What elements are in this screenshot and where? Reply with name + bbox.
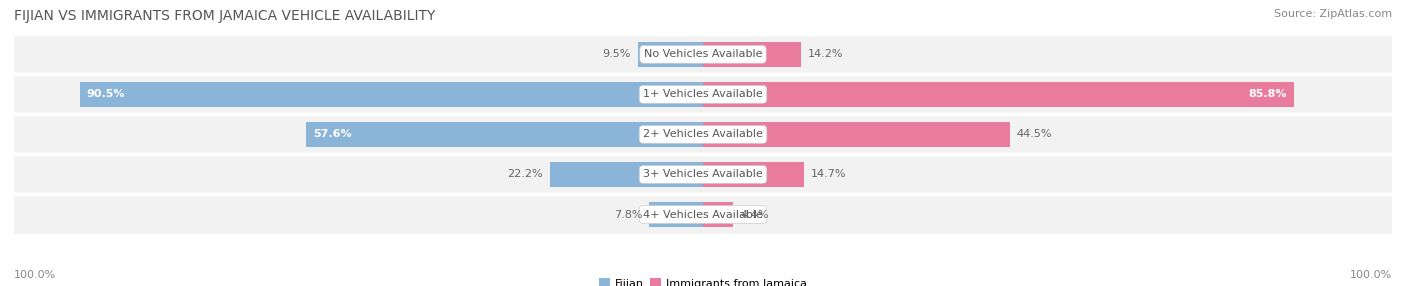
Bar	[703, 42, 801, 67]
Bar	[307, 122, 703, 147]
Text: 1+ Vehicles Available: 1+ Vehicles Available	[643, 90, 763, 99]
Text: No Vehicles Available: No Vehicles Available	[644, 49, 762, 59]
Text: 100.0%: 100.0%	[1350, 270, 1392, 280]
Legend: Fijian, Immigrants from Jamaica: Fijian, Immigrants from Jamaica	[595, 274, 811, 286]
Bar	[703, 162, 804, 187]
Bar	[703, 82, 1294, 107]
Bar	[550, 162, 703, 187]
Text: 14.2%: 14.2%	[807, 49, 844, 59]
Text: 44.5%: 44.5%	[1017, 130, 1052, 139]
Text: FIJIAN VS IMMIGRANTS FROM JAMAICA VEHICLE AVAILABILITY: FIJIAN VS IMMIGRANTS FROM JAMAICA VEHICL…	[14, 9, 436, 23]
Bar	[703, 202, 734, 227]
Bar	[14, 34, 1392, 74]
Text: 3+ Vehicles Available: 3+ Vehicles Available	[643, 170, 763, 179]
Bar	[14, 154, 1392, 194]
Text: 57.6%: 57.6%	[314, 130, 352, 139]
Bar	[703, 122, 1010, 147]
Text: 9.5%: 9.5%	[602, 49, 631, 59]
Bar	[637, 42, 703, 67]
Text: 2+ Vehicles Available: 2+ Vehicles Available	[643, 130, 763, 139]
Bar	[14, 114, 1392, 154]
Text: 4.4%: 4.4%	[740, 210, 769, 219]
Text: 4+ Vehicles Available: 4+ Vehicles Available	[643, 210, 763, 219]
Text: 90.5%: 90.5%	[86, 90, 125, 99]
Text: 22.2%: 22.2%	[508, 170, 543, 179]
Bar	[650, 202, 703, 227]
Text: 14.7%: 14.7%	[811, 170, 846, 179]
Bar	[14, 194, 1392, 235]
Text: 7.8%: 7.8%	[614, 210, 643, 219]
Bar	[80, 82, 703, 107]
Text: 100.0%: 100.0%	[14, 270, 56, 280]
Text: 85.8%: 85.8%	[1249, 90, 1288, 99]
Bar	[14, 74, 1392, 114]
Text: Source: ZipAtlas.com: Source: ZipAtlas.com	[1274, 9, 1392, 19]
